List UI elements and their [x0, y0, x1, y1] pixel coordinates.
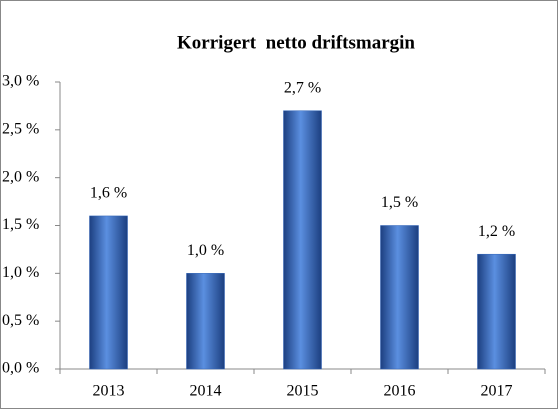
chart-title: Korrigert netto driftsmargin — [177, 32, 415, 53]
data-label: 1,6 % — [90, 185, 127, 202]
x-tick-label: 2013 — [93, 383, 125, 400]
y-tick-label: 0,5 % — [2, 312, 39, 329]
y-tick-label: 1,0 % — [2, 264, 39, 281]
y-tick-label: 1,5 % — [2, 216, 39, 233]
y-tick-label: 0,0 % — [2, 360, 39, 377]
x-tick-label: 2017 — [481, 383, 513, 400]
bar — [89, 215, 128, 370]
data-label: 1,5 % — [381, 194, 418, 211]
data-label: 2,7 % — [284, 79, 321, 96]
bar — [283, 110, 322, 370]
bar — [477, 253, 516, 370]
data-label: 1,0 % — [187, 242, 224, 259]
y-tick-label: 2,5 % — [2, 121, 39, 138]
bar — [380, 225, 419, 370]
x-tick-label: 2015 — [287, 383, 319, 400]
y-tick-label: 3,0 % — [2, 73, 39, 90]
x-tick-label: 2016 — [384, 383, 416, 400]
y-tick-label: 2,0 % — [2, 168, 39, 185]
data-label: 1,2 % — [478, 223, 515, 240]
bar — [186, 273, 225, 370]
x-tick-label: 2014 — [190, 383, 222, 400]
